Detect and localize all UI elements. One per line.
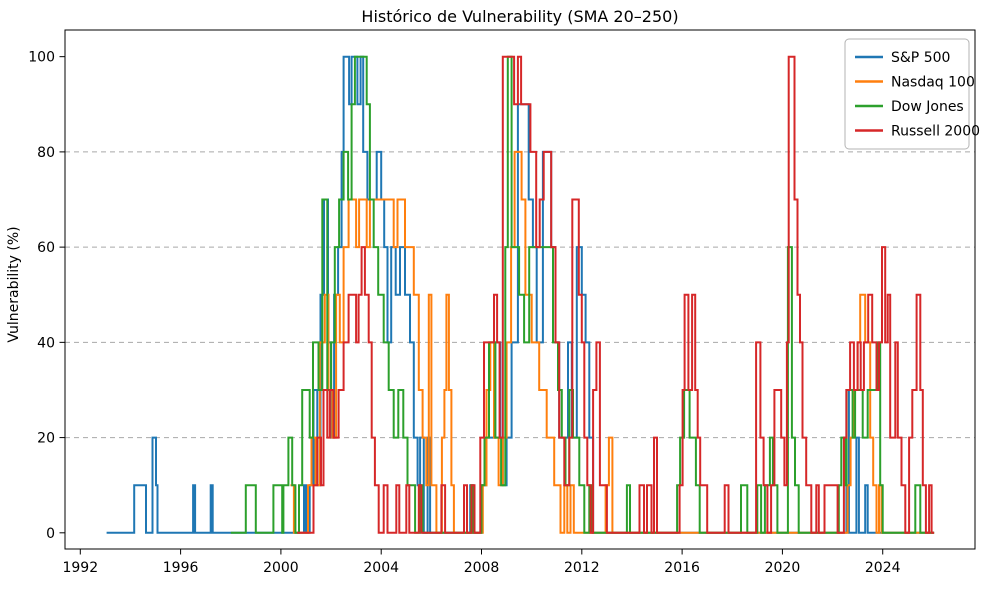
- chart-title: Histórico de Vulnerability (SMA 20–250): [361, 7, 679, 26]
- x-tick-label: 1992: [62, 560, 98, 576]
- y-tick-label: 20: [37, 431, 55, 447]
- legend-label-russell-2000: Russell 2000: [891, 124, 980, 140]
- y-tick-label: 0: [46, 526, 55, 542]
- legend-label-s-p-500: S&P 500: [891, 50, 950, 66]
- legend-label-dow-jones: Dow Jones: [891, 99, 964, 115]
- legend-item-s-p-500: S&P 500: [855, 50, 950, 66]
- x-tick-label: 1996: [163, 560, 199, 576]
- x-tick-label: 2012: [564, 560, 600, 576]
- legend-label-nasdaq-100: Nasdaq 100: [891, 75, 975, 91]
- x-tick-label: 2008: [464, 560, 500, 576]
- x-tick-label: 2004: [363, 560, 399, 576]
- y-tick-label: 100: [28, 50, 55, 66]
- legend-item-dow-jones: Dow Jones: [855, 99, 964, 115]
- x-tick-label: 2020: [765, 560, 801, 576]
- series-line-russell-2000: [297, 55, 935, 534]
- y-tick-label: 40: [37, 335, 55, 351]
- y-axis-label: Vulnerability (%): [6, 226, 22, 342]
- legend-item-russell-2000: Russell 2000: [855, 124, 980, 140]
- x-tick-label: 2016: [664, 560, 700, 576]
- plot-border: [64, 29, 976, 550]
- y-tick-label: 80: [37, 145, 55, 161]
- legend-frame: [844, 38, 970, 150]
- x-tick-label: 2024: [865, 560, 901, 576]
- legend-box: S&P 500 Nasdaq 100 Dow Jones Russell 2000: [844, 38, 980, 150]
- legend-item-nasdaq-100: Nasdaq 100: [855, 75, 975, 91]
- y-tick-label: 60: [37, 240, 55, 256]
- x-tick-label: 2000: [263, 560, 299, 576]
